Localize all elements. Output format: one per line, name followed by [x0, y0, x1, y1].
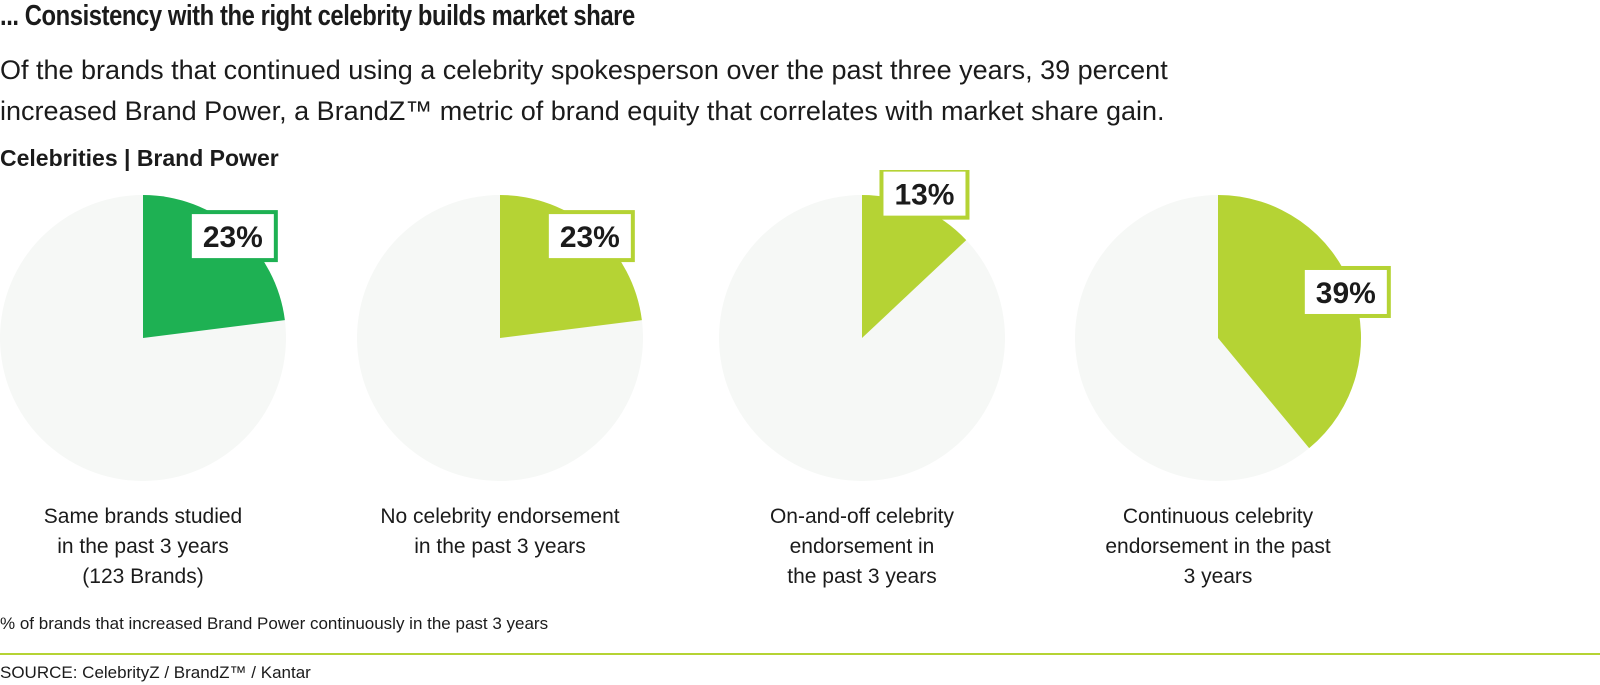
subtitle-line-1: Of the brands that continued using a cel…: [0, 55, 1168, 85]
category-label-line: in the past 3 years: [414, 535, 586, 558]
pie-slice: [1218, 195, 1362, 449]
pie-slice: [500, 195, 642, 338]
value-label-box: [879, 170, 970, 220]
pie-3: 13%: [719, 170, 1005, 481]
pie-slice: [143, 195, 285, 338]
value-label-box: [187, 210, 278, 263]
category-label-line: Same brands studied: [43, 505, 243, 528]
value-label: 13%: [894, 179, 954, 212]
category-label-2: No celebrity endorsement in the past 3 ye…: [340, 502, 660, 562]
category-label-line: endorsement in: [789, 535, 935, 558]
category-label-line: endorsement in the past: [1105, 535, 1331, 558]
source-note: SOURCE: CelebrityZ / BrandZ™ / Kantar: [0, 663, 311, 682]
subtitle-line-2: increased Brand Power, a BrandZ™ metric …: [0, 96, 1165, 126]
divider-line: [0, 653, 1600, 655]
category-label-line: in the past 3 years: [57, 535, 229, 558]
chart-title: Celebrities | Brand Power: [0, 145, 279, 171]
pie-4: 39%: [1075, 195, 1391, 481]
pie-slice: [862, 195, 967, 338]
pie-2: 23%: [357, 195, 643, 481]
category-label-line: Continuous celebrity: [1122, 505, 1314, 528]
headline: ... Consistency with the right celebrity…: [0, 0, 635, 32]
pie-1: 23%: [0, 195, 286, 481]
value-label: 39%: [1316, 277, 1376, 310]
value-axis-note: % of brands that increased Brand Power c…: [0, 614, 549, 633]
category-label-line: No celebrity endorsement: [380, 505, 620, 528]
value-label-box: [1300, 265, 1391, 318]
category-label-line: On-and-off celebrity: [769, 505, 955, 528]
value-label: 23%: [560, 221, 620, 254]
pie-charts: 23% 23% 13% 39%: [0, 170, 1391, 481]
value-label: 23%: [203, 221, 263, 254]
category-label-4: Continuous celebrity endorsement in the p…: [1058, 502, 1378, 592]
category-label-1: Same brands studied in the past 3 years (1…: [0, 502, 303, 592]
category-label-line: (123 Brands): [82, 565, 204, 588]
subtitle: Of the brands that continued using a cel…: [0, 50, 1500, 132]
category-label-line: 3 years: [1183, 565, 1253, 588]
value-label-box: [544, 210, 635, 263]
category-label-line: the past 3 years: [787, 565, 937, 588]
category-label-3: On-and-off celebrity endorsement in the pa…: [702, 502, 1022, 592]
